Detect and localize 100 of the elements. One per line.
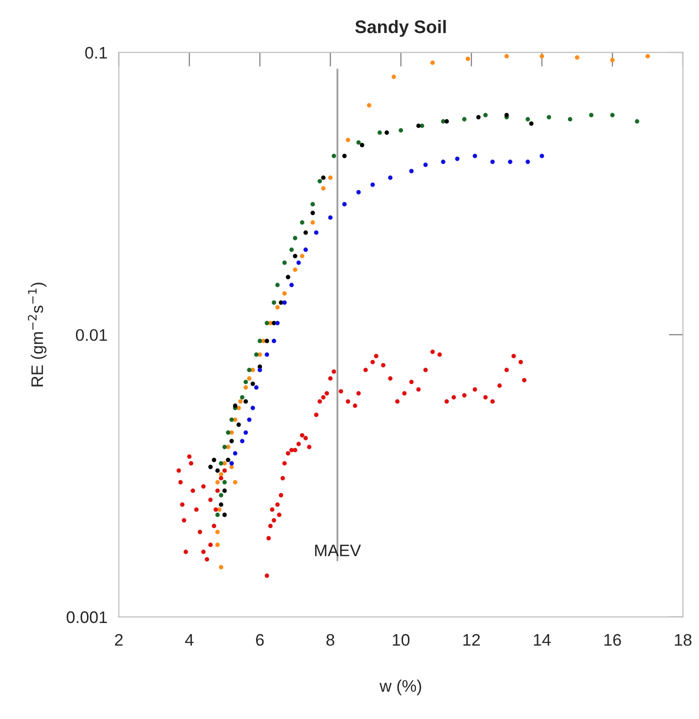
point bbox=[589, 112, 594, 118]
point bbox=[416, 124, 421, 128]
x-tick-label: 10 bbox=[392, 634, 410, 646]
point bbox=[342, 154, 347, 158]
point bbox=[420, 124, 424, 128]
point bbox=[292, 254, 298, 258]
point bbox=[218, 461, 224, 466]
point bbox=[215, 468, 220, 473]
point bbox=[244, 385, 248, 390]
point bbox=[356, 140, 361, 145]
point bbox=[526, 160, 530, 164]
point bbox=[490, 160, 495, 164]
point bbox=[250, 382, 255, 386]
x-tick-label: 12 bbox=[463, 634, 480, 646]
point bbox=[300, 254, 304, 258]
point bbox=[222, 444, 227, 450]
point bbox=[292, 267, 298, 272]
point bbox=[208, 464, 213, 470]
point bbox=[300, 220, 304, 225]
point bbox=[282, 291, 287, 296]
point bbox=[526, 117, 530, 122]
point bbox=[360, 142, 364, 148]
point bbox=[568, 117, 572, 122]
x-tick-label: 8 bbox=[326, 634, 334, 646]
point bbox=[455, 156, 460, 162]
point bbox=[610, 58, 615, 62]
point bbox=[303, 248, 308, 252]
point bbox=[398, 128, 404, 132]
point bbox=[314, 230, 318, 235]
point bbox=[236, 422, 241, 427]
point bbox=[275, 305, 280, 310]
point bbox=[384, 130, 389, 135]
point bbox=[318, 178, 322, 184]
point bbox=[289, 282, 294, 288]
point bbox=[240, 395, 244, 400]
point bbox=[321, 176, 326, 180]
point bbox=[504, 54, 509, 58]
point bbox=[472, 154, 478, 158]
point bbox=[232, 451, 238, 456]
point bbox=[264, 352, 270, 357]
point bbox=[430, 60, 435, 65]
point bbox=[462, 117, 467, 122]
y-tick-label: 0.1 bbox=[85, 46, 107, 59]
point bbox=[342, 202, 347, 206]
point bbox=[232, 480, 238, 484]
point bbox=[388, 176, 392, 180]
point bbox=[222, 512, 227, 518]
point bbox=[215, 530, 220, 534]
point bbox=[282, 300, 287, 305]
point bbox=[409, 168, 414, 174]
point bbox=[247, 376, 252, 381]
y-tick-label: 0.001 bbox=[66, 611, 107, 624]
point bbox=[296, 260, 301, 265]
y-tick-label: 0.01 bbox=[76, 329, 107, 341]
point bbox=[370, 182, 375, 187]
point bbox=[222, 461, 227, 466]
x-tick-label: 14 bbox=[534, 634, 551, 646]
point bbox=[483, 112, 488, 118]
point bbox=[366, 103, 372, 108]
point bbox=[264, 320, 270, 326]
point bbox=[222, 480, 227, 484]
point bbox=[275, 282, 280, 288]
point bbox=[258, 338, 262, 344]
point bbox=[247, 417, 252, 422]
point bbox=[218, 492, 224, 498]
x-tick-label: 4 bbox=[185, 634, 194, 646]
point bbox=[508, 160, 512, 164]
point bbox=[346, 138, 350, 142]
point bbox=[444, 119, 449, 124]
point bbox=[378, 130, 382, 135]
point bbox=[240, 438, 244, 444]
point bbox=[218, 502, 224, 507]
point bbox=[215, 480, 220, 484]
point bbox=[610, 112, 615, 118]
point bbox=[272, 338, 276, 344]
point bbox=[272, 300, 276, 305]
point bbox=[215, 512, 220, 518]
ref-line-label: MAEV bbox=[315, 544, 361, 556]
point bbox=[310, 220, 315, 225]
point bbox=[289, 248, 294, 252]
point bbox=[275, 320, 280, 326]
point bbox=[423, 162, 428, 167]
point bbox=[328, 176, 333, 180]
x-tick-label: 2 bbox=[115, 634, 123, 646]
point bbox=[574, 55, 580, 60]
point bbox=[282, 260, 287, 265]
point bbox=[254, 385, 259, 390]
point bbox=[218, 565, 224, 570]
point bbox=[332, 154, 336, 158]
point bbox=[212, 458, 216, 462]
point bbox=[292, 236, 298, 240]
x-tick-label: 6 bbox=[256, 634, 264, 646]
chart-title: Sandy Soil bbox=[355, 20, 446, 37]
point bbox=[247, 368, 252, 372]
point bbox=[328, 215, 333, 220]
point bbox=[244, 399, 248, 404]
point bbox=[250, 406, 255, 410]
point bbox=[310, 210, 315, 216]
point bbox=[258, 368, 262, 372]
point bbox=[303, 230, 308, 235]
